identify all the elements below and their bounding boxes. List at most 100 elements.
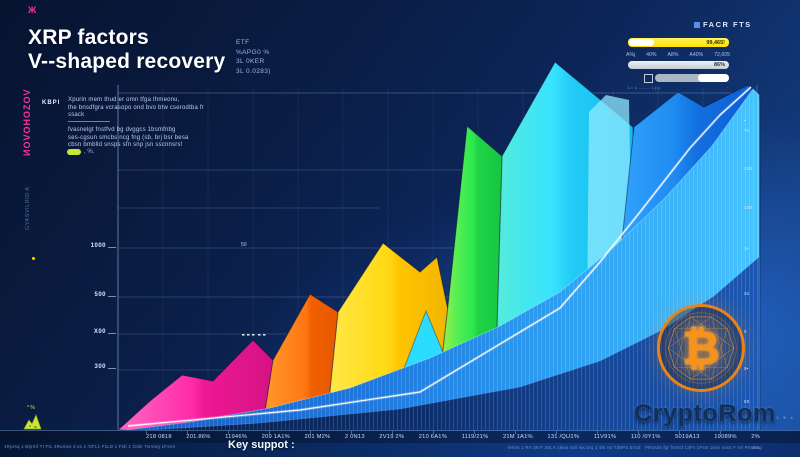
legend-label-row: A%j 40% A8% A40% 72,605 <box>626 52 730 58</box>
chart-layers <box>116 61 761 433</box>
right-axis-label: 7s <box>744 128 750 133</box>
footer-note-right-2: dss <box>752 445 760 450</box>
chart-layer-ridge-lightcyan <box>586 95 634 430</box>
annotation-line: cbsn bmblld snsps sfn snp jsn sscnnsrs! <box>68 142 183 148</box>
y-axis-label: 1000 <box>90 243 106 249</box>
legend-square-icon <box>694 21 700 28</box>
x-axis-label: 1119/21% <box>461 434 489 440</box>
x-axis-label: 21M 1A1% <box>502 434 533 440</box>
x-axis-label: 201 M2% <box>304 434 331 440</box>
legend-label: 72,605 <box>714 52 730 58</box>
legend-label: 40% <box>646 52 657 58</box>
gridlines <box>117 85 760 432</box>
x-axis-label: 218 0818 <box>146 434 172 440</box>
chart-layer-ridge-yellow <box>325 242 453 431</box>
bottom-axis-band: 218 0818 201.86% 11946% 209 1A1% 201 M2%… <box>0 430 800 457</box>
chart-layer-ridge-magenta <box>116 339 285 431</box>
x-axis-label: 2 0N13 <box>344 434 365 440</box>
trend-curve <box>127 86 752 427</box>
yellow-dot-marker <box>32 257 35 260</box>
marker-dot <box>247 334 250 336</box>
right-axis-label: 100 <box>744 205 753 210</box>
page-title: XRP factors V--shaped recovery <box>28 26 225 74</box>
x-axis-label: 19089% <box>714 434 737 440</box>
kbpi-label: KBPI <box>42 100 61 106</box>
annotation-line: Xpurin mem thud er omn tfga thmeonu, <box>68 97 180 103</box>
checkbox-outline <box>644 74 653 83</box>
footer-note-right: PRusds fgr fsmrd 13Fs 1Fssr 2ssv ssss F … <box>645 445 762 450</box>
right-axis-label: 1• <box>744 246 749 251</box>
footer-note-mid: lemm 1 RA 39 F 39LA 16sw ssrl ws brq 1 s… <box>508 445 641 450</box>
etf-caption: ETF %APG0 % 3L 0KER 3L 0.0283) <box>236 38 271 76</box>
annotation-line: ses-cgsun smcbs ncg fng (sb, brj bsr bes… <box>68 134 189 141</box>
marker-dot <box>258 334 261 336</box>
right-axis-label: 5 <box>744 329 747 334</box>
bar-segment-white <box>698 74 729 82</box>
x-axis-label: 5019A13 <box>675 434 700 440</box>
x-axis-label: 11V91% <box>593 434 617 440</box>
y-axis-tick <box>108 368 116 369</box>
annotation-paragraph-2: fvasnelgt fnstfvd bg dvggcs 1bsmfnbg ses… <box>68 127 208 150</box>
y-axis-tick <box>108 333 116 334</box>
badge-row: , %. <box>67 149 94 155</box>
chart-layer-foreground-hill <box>117 88 760 432</box>
chart-layer-foreground-hill-stripes <box>118 89 759 431</box>
title-line-2: V--shaped recovery <box>28 50 226 73</box>
bar-value: 86% <box>713 62 725 68</box>
right-axis-label: 5• <box>744 366 749 371</box>
vertical-label-magenta: ИOVOHOZOV <box>22 88 32 156</box>
bitcoin-symbol: ₿ <box>682 321 720 375</box>
legend-footnote: L= c ------ L(1) <box>628 85 661 90</box>
legend-label: A%j <box>626 52 636 58</box>
right-axis-label: 2s <box>744 291 750 296</box>
corner-mark: Ж <box>28 5 37 15</box>
bar-value: 99,465! <box>706 39 725 46</box>
y-axis-tick <box>108 247 116 248</box>
right-axis-label: 150 <box>744 166 753 171</box>
y-axis-label: 300 <box>94 364 106 370</box>
x-axis-label: 2V19 2% <box>379 434 405 440</box>
x-axis-label: 110 /0Y1% <box>630 434 661 440</box>
marker-dot <box>252 334 255 336</box>
legend-title-label: FACR FTS <box>703 20 752 29</box>
x-axis-label: 209 1A1% <box>261 434 290 440</box>
title-line-1: XRP factors <box>28 26 149 49</box>
x-axis-label: 131 /QU1% <box>547 434 580 440</box>
footer-note-left: 1Rprsq 1 Btjrmf TI FIL 3Rumss 3 ss 2 /3F… <box>4 444 176 449</box>
vertical-label-blue: GYASVILRID A <box>25 186 31 231</box>
etf-line: %APG0 % <box>236 48 270 56</box>
bar-pill <box>629 39 654 46</box>
trend-curve <box>127 85 753 428</box>
right-axis-label: 50 <box>744 399 750 404</box>
y-axis-tick <box>108 296 116 297</box>
progress-bar-split <box>628 74 729 83</box>
brand-small-marks: 1 5 s <box>776 415 795 420</box>
annotation-divider <box>68 121 110 122</box>
x-axis-label: 2% <box>751 434 760 440</box>
x-axis-label: 11946% <box>225 434 248 440</box>
axis-label-strip <box>0 431 800 443</box>
marker-dot <box>242 334 245 336</box>
y-axis-label: X00 <box>93 329 106 335</box>
mini-icon-marks: ^% <box>27 405 36 411</box>
progress-bar-gray: 86% <box>628 61 729 69</box>
y-axis-label: 500 <box>94 292 106 298</box>
annotation-paragraph-1: Xpurin mem thud er omn tfga thmeonu, the… <box>68 97 208 120</box>
legend-label: A8% <box>667 52 679 58</box>
etf-line: 3L 0.0283) <box>236 67 271 75</box>
annotation-line: fvasnelgt fnstfvd bg dvggcs 1bsmfnbg <box>68 127 176 133</box>
badge-suffix: , %. <box>84 149 95 155</box>
x-axis-label: 210 6A1% <box>418 434 448 440</box>
progress-bar-yellow: 99,465! <box>628 38 729 47</box>
green-badge <box>67 149 81 155</box>
brand-wordmark: CryptoRom <box>634 400 776 427</box>
chart-layer-ridge-orange <box>261 293 351 431</box>
bar-segment-gray <box>655 74 729 82</box>
right-axis-label: • <box>744 118 746 123</box>
key-support-label: Key suppot : <box>228 439 295 451</box>
etf-line: 3L 0KER <box>236 58 265 65</box>
annotation-line: the bnsdfgra vcrasopo ond bvo btw cserod… <box>68 104 204 119</box>
bitcoin-logo: ₿ <box>657 304 745 392</box>
marker-dot <box>263 334 266 336</box>
